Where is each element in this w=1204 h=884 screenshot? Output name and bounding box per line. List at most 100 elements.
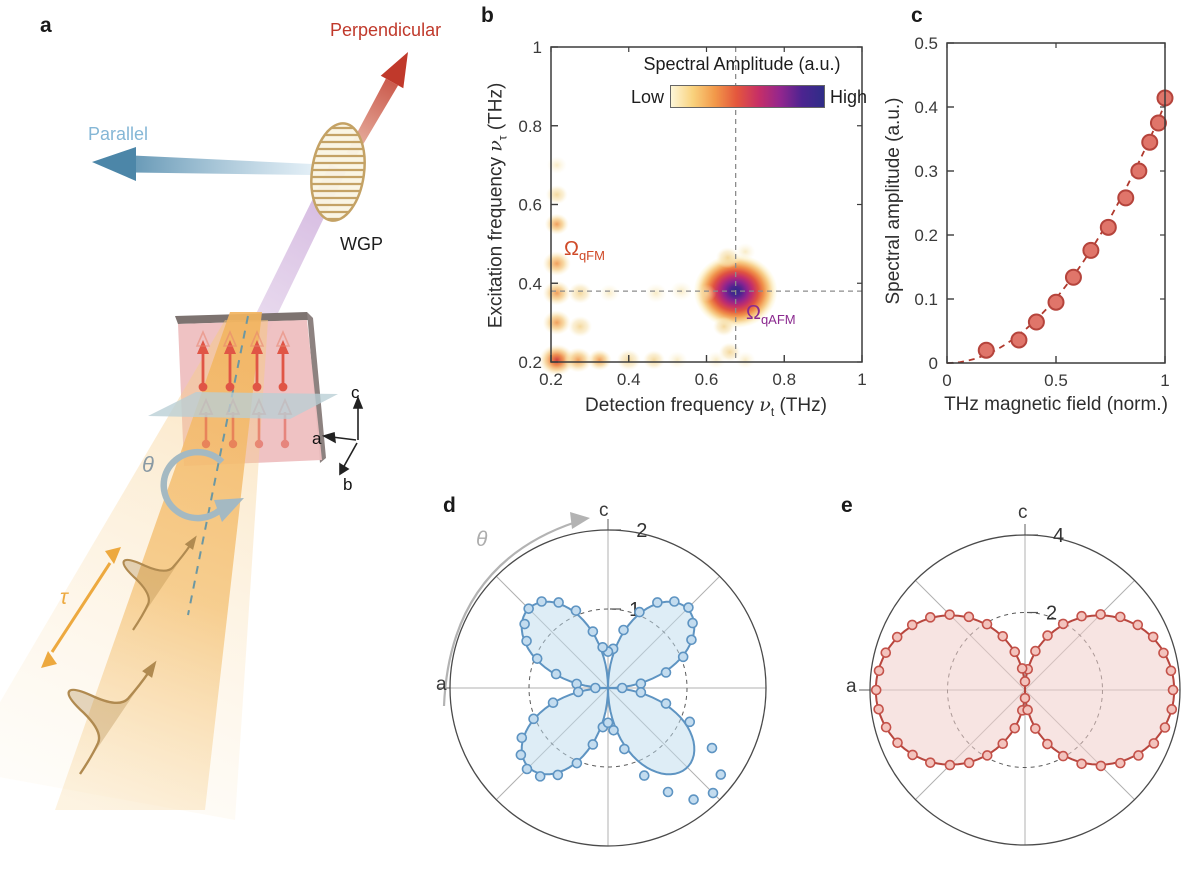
polar-data-point: [684, 716, 696, 728]
ring-label: 2: [636, 520, 647, 542]
polar-data-point: [652, 597, 663, 608]
polar-data-point: [528, 713, 539, 725]
tick-label: 1: [857, 370, 866, 389]
colorbar-title: Spectral Amplitude (a.u.): [643, 54, 841, 74]
polar-data-point: [515, 749, 527, 761]
scatter-panel: 0 0.5 1 0 0.1 0.2 0.3 0.4 0.5 Spectral amplitude…: [880, 0, 1204, 448]
polar-data-point: [997, 738, 1009, 750]
omega-qfm-annotation: ΩqFM: [564, 238, 605, 263]
polar-plot-perpendicular: 24: [859, 524, 1181, 846]
polar-ring: [528, 608, 688, 768]
omega-qafm-subscript: qAFM: [760, 312, 796, 327]
polar-data-point: [1133, 750, 1144, 761]
tick-label: 0: [929, 354, 938, 373]
heatmap-peak: [706, 351, 727, 369]
tick-label: 0.5: [1044, 371, 1068, 390]
polar-data-point: [572, 686, 584, 698]
polar-data-point: [602, 717, 614, 729]
polar-data-point: [597, 641, 608, 653]
data-point: [1141, 133, 1159, 151]
polar-data-point: [619, 743, 630, 755]
polar-data-point: [981, 750, 993, 761]
fit-curve: [946, 92, 1171, 364]
polar-data-point: [925, 612, 936, 623]
heatmap-peak: [735, 351, 756, 369]
polar-data-point: [925, 757, 936, 768]
thz-beam: [55, 312, 262, 810]
scatter-plot: 0 0.5 1 0 0.1 0.2 0.3 0.4 0.5: [914, 34, 1174, 390]
axis-a-label: a: [312, 429, 322, 448]
polar-data-point: [873, 703, 884, 715]
data-point: [1099, 218, 1117, 236]
heatmap-peak: [599, 284, 620, 302]
polar-data-point: [1030, 723, 1041, 734]
d-theta-label: θ: [476, 528, 488, 551]
polar-data-point: [550, 668, 562, 680]
polar-data-point: [944, 759, 956, 771]
axis-b-label: b: [343, 475, 352, 494]
polar-data-point: [660, 667, 672, 678]
data-point: [1082, 241, 1100, 259]
tick-label: 1: [1160, 371, 1169, 390]
polar-data-point: [1009, 722, 1021, 734]
polar-data-point: [683, 602, 694, 613]
colorbar-high-label: High: [830, 87, 868, 107]
polar-data-point: [531, 653, 543, 664]
polar-data-point: [687, 617, 698, 629]
data-point: [977, 341, 995, 359]
heatmap-peak: [542, 280, 571, 306]
beam-axis-dashed-line: [187, 315, 249, 616]
heatmap-peak: [546, 156, 567, 174]
panel-label-c: c: [911, 4, 923, 27]
thz-pulse-late: [122, 535, 197, 631]
polar-data-point: [638, 770, 650, 781]
heatmap-peak: [542, 251, 571, 276]
polar-data-point: [616, 682, 628, 694]
polar-data-point: [1057, 750, 1069, 762]
panel-label-a: a: [40, 14, 52, 37]
tick-label: 0.4: [518, 274, 542, 293]
heatmap-peak: [735, 242, 756, 261]
tau-label: τ: [60, 586, 69, 609]
omega-qafm-annotation: ΩqAFM: [746, 302, 796, 327]
polar-data-point: [1095, 609, 1106, 620]
theta-rotation-ring: [160, 448, 244, 522]
data-point: [1149, 114, 1167, 132]
polar-data-point: [1166, 704, 1178, 715]
polar-data-point: [981, 618, 993, 630]
polar-data-point: [669, 596, 680, 607]
crystal-axes: [321, 395, 364, 476]
spin-arrows-upper-row: [195, 329, 291, 392]
polar-ring: [449, 529, 767, 847]
data-point: [1130, 162, 1148, 180]
polar-data-point: [536, 596, 547, 607]
polar-data-point: [587, 739, 599, 750]
polar-data-point: [1159, 722, 1171, 733]
polar-data-point: [570, 605, 582, 616]
polar-data-point: [662, 786, 674, 798]
polar-data-point: [635, 678, 647, 689]
cut-plane: [148, 392, 338, 419]
parallel-label: Parallel: [88, 124, 148, 144]
polar-data-point: [1167, 684, 1179, 696]
e-axis-c-label: c: [1018, 502, 1028, 523]
polar-data-point: [521, 635, 532, 647]
polar-panel-parallel: 12 c a θ: [430, 498, 800, 884]
polar-data-point: [880, 721, 892, 733]
tick-label: 1: [533, 38, 542, 57]
polar-data-point: [1016, 663, 1028, 674]
b-xlabel: Detection frequency νt (THz): [585, 394, 827, 419]
heatmap-peak: [544, 213, 569, 235]
omega-qfm-subscript: qFM: [578, 248, 605, 263]
tick-label: 0.8: [518, 117, 542, 136]
polar-data-point: [1147, 631, 1159, 643]
heatmap-peak: [545, 184, 568, 205]
polar-data-point: [618, 624, 629, 636]
polar-data-point: [608, 724, 619, 736]
tick-label: 0.2: [914, 226, 938, 245]
d-axis-c-label: c: [599, 500, 609, 521]
parallel-arrow: [92, 147, 312, 181]
polar-data-point: [677, 651, 689, 663]
polar-data-point: [1148, 738, 1160, 749]
